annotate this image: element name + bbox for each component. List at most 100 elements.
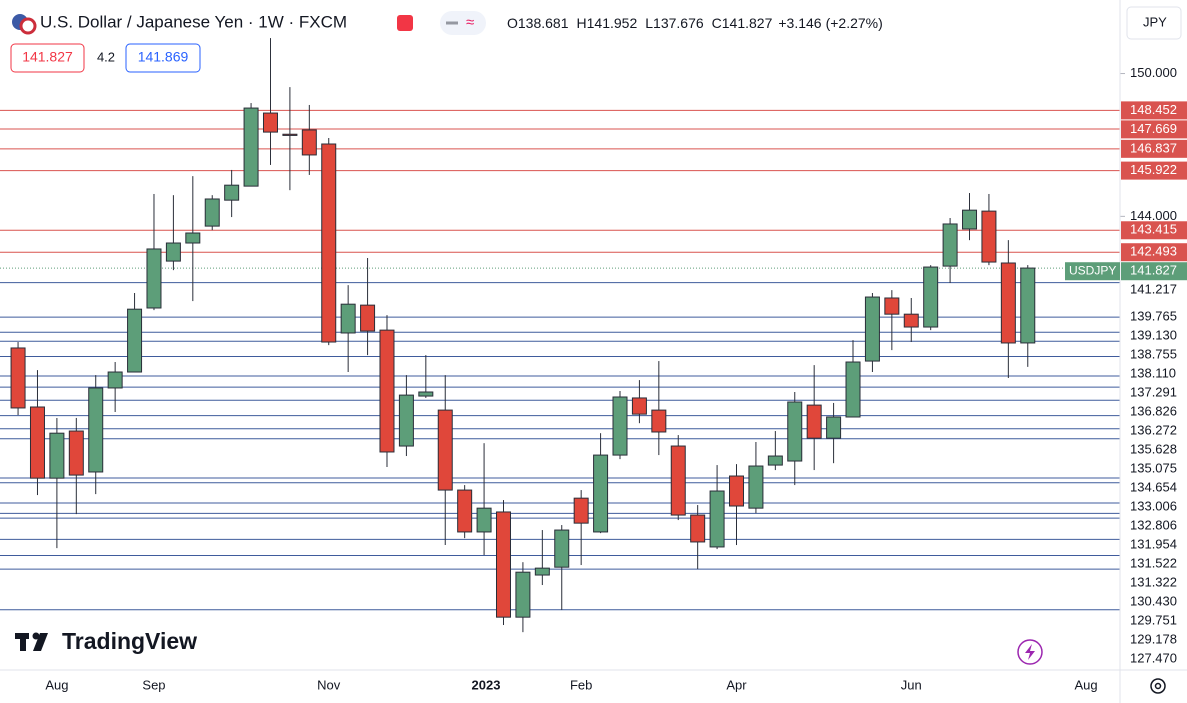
indicator-pill[interactable] <box>440 11 486 35</box>
candle-body <box>224 184 240 201</box>
x-tick-label: Aug <box>1074 677 1097 692</box>
level-label: 130.430 <box>1130 594 1177 609</box>
chart-title[interactable]: U.S. Dollar / Japanese Yen · 1W · FXCM <box>40 12 347 31</box>
level-label: 131.322 <box>1130 575 1177 590</box>
symbol-label: USDJPY <box>1069 263 1116 277</box>
y-tick-label: 144.000 <box>1130 208 1177 223</box>
candle-body <box>321 143 337 343</box>
level-label: 142.493 <box>1130 244 1177 259</box>
level-label: 137.291 <box>1130 385 1177 400</box>
candle-body <box>185 232 201 244</box>
sell-price: 141.827 <box>22 49 73 65</box>
last-price-label: 141.827 <box>1130 263 1177 278</box>
spread: 4.2 <box>97 49 115 64</box>
candle-body <box>748 465 764 509</box>
level-label: 129.751 <box>1130 613 1177 628</box>
ohlc-prefix: H <box>577 15 587 31</box>
settings-icon[interactable] <box>1150 678 1166 694</box>
candle-body <box>146 248 162 309</box>
currency-label: JPY <box>1143 14 1167 29</box>
level-label-box <box>1121 593 1187 612</box>
level-label-box <box>1121 120 1187 139</box>
level-label: 127.470 <box>1130 651 1177 666</box>
candle-body <box>534 567 550 576</box>
candle-body <box>360 304 376 332</box>
level-label-box <box>1121 346 1187 365</box>
candle-body <box>379 329 395 453</box>
level-label: 143.415 <box>1130 222 1177 237</box>
level-label-box <box>1121 161 1187 180</box>
candle-body <box>49 432 65 479</box>
candle-body <box>418 391 434 397</box>
level-label-box <box>1121 631 1187 650</box>
brand-name: TradingView <box>62 628 197 654</box>
candle-body <box>29 406 45 479</box>
alert-icon <box>1025 644 1035 660</box>
x-tick-label: Jun <box>901 677 922 692</box>
candle-body <box>593 454 609 533</box>
level-label-box <box>1121 517 1187 536</box>
level-label: 136.826 <box>1130 404 1177 419</box>
level-label: 139.765 <box>1130 309 1177 324</box>
candle-body <box>729 475 745 507</box>
y-tick-label: 150.000 <box>1130 65 1177 80</box>
x-tick-label: Nov <box>317 677 341 692</box>
x-tick-label: Feb <box>570 677 592 692</box>
x-tick-label: 2023 <box>472 677 501 692</box>
last-price-label-box <box>1121 262 1187 281</box>
level-label-box <box>1121 612 1187 631</box>
candle-body <box>476 507 492 533</box>
candle-body <box>787 401 803 462</box>
candle-body <box>68 430 84 476</box>
candle-body <box>107 371 123 389</box>
settings-icon <box>1154 682 1162 690</box>
level-label: 129.178 <box>1130 632 1177 647</box>
candle-body <box>942 223 958 267</box>
level-label-box <box>1121 650 1187 669</box>
candle-body <box>398 394 414 447</box>
candle-body <box>884 297 900 315</box>
candle-body <box>457 489 473 533</box>
candle-body <box>127 308 143 373</box>
level-label-box <box>1121 479 1187 498</box>
currency-button[interactable] <box>1126 6 1182 40</box>
candle-body <box>573 497 589 524</box>
buy-price: 141.869 <box>138 49 189 65</box>
level-label: 136.272 <box>1130 423 1177 438</box>
candle-body <box>204 198 220 227</box>
ohlc-legend: O138.681 H141.952 L137.676 C141.827 +3.146 (+… <box>507 15 883 31</box>
candle-body <box>1000 262 1016 344</box>
ohlc-value: 138.681 <box>518 15 569 31</box>
level-label-box <box>1121 101 1187 120</box>
level-label-box <box>1121 441 1187 460</box>
candle-body <box>670 445 686 516</box>
candle-body <box>612 396 628 456</box>
brand-logo: TradingView <box>15 628 197 654</box>
sell-box[interactable] <box>10 43 85 73</box>
logo-mark <box>32 632 40 640</box>
candle-body <box>826 416 842 439</box>
buy-box[interactable] <box>125 43 201 73</box>
level-label-box <box>1121 536 1187 555</box>
candle-body <box>845 361 861 418</box>
price-scale: 150.000 144.000 148.452 147.669 146.837 145.9… <box>1120 65 1187 669</box>
candle-body <box>243 107 259 187</box>
level-label: 145.922 <box>1130 162 1177 177</box>
market-status-icon[interactable] <box>397 15 413 31</box>
x-tick-label: Aug <box>45 677 68 692</box>
level-label-box <box>1121 243 1187 262</box>
level-label-box <box>1121 422 1187 441</box>
candle-body <box>262 112 278 133</box>
candle-body <box>301 129 317 156</box>
time-axis: Aug Sep Nov 2023 Feb Apr Jun Aug <box>45 677 1097 692</box>
candle-body <box>923 266 939 328</box>
level-label: 148.452 <box>1130 102 1177 117</box>
candle-body <box>864 296 880 362</box>
level-label: 135.628 <box>1130 442 1177 457</box>
ohlc-values: O138.681 H141.952 L137.676 C141.827 +3.146 (+… <box>507 15 883 31</box>
candle-body <box>495 511 511 618</box>
level-label: 138.755 <box>1130 347 1177 362</box>
candle-body <box>165 242 181 262</box>
x-tick-label: Sep <box>142 677 165 692</box>
